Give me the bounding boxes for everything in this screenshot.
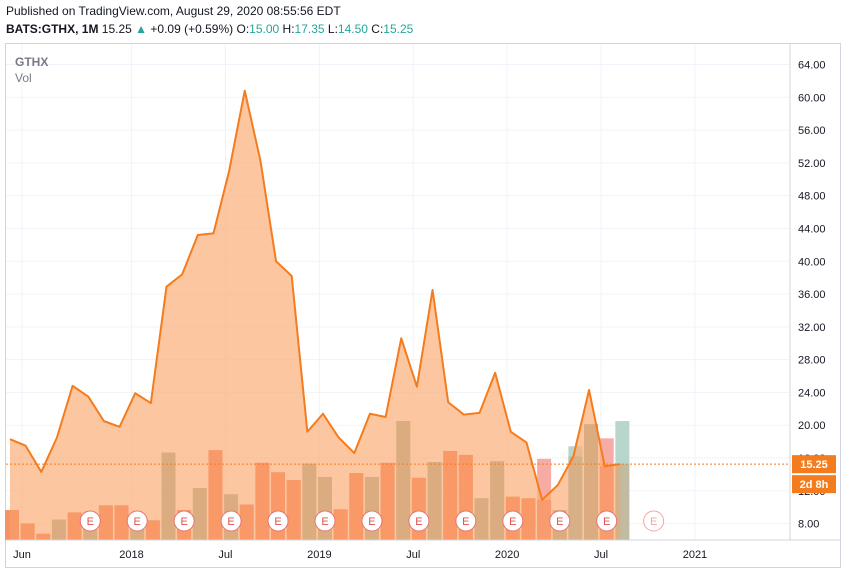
quote-line: BATS:GTHX, 1M 15.25 ▲ +0.09 (+0.59%) O:1… bbox=[6, 22, 413, 36]
earnings-icon bbox=[267, 510, 289, 532]
x-tick-label: Jul bbox=[218, 549, 232, 561]
volume-bar-overlay bbox=[239, 504, 254, 540]
earnings-label: E bbox=[368, 516, 375, 528]
y-tick-label: 48.00 bbox=[798, 191, 826, 203]
volume-bar-overlay bbox=[302, 463, 317, 540]
y-tick-label: 24.00 bbox=[798, 387, 826, 399]
legend-symbol: GTHX bbox=[15, 55, 49, 69]
x-tick-label: 2021 bbox=[683, 549, 707, 561]
earnings-icon bbox=[643, 510, 665, 532]
y-tick-label: 36.00 bbox=[798, 289, 826, 301]
high-label: H: bbox=[282, 22, 295, 36]
earnings-icon bbox=[361, 510, 383, 532]
legend-volume: Vol bbox=[15, 71, 32, 85]
earnings-icon bbox=[455, 510, 477, 532]
price-area bbox=[10, 90, 621, 540]
volume-bar-overlay bbox=[537, 499, 552, 540]
volume-bar-overlay bbox=[333, 509, 348, 540]
volume-bar-overlay bbox=[490, 461, 505, 540]
earnings-icon bbox=[596, 510, 618, 532]
earnings-label: E bbox=[134, 516, 141, 528]
x-tick-label: 2020 bbox=[495, 549, 519, 561]
up-arrow-icon: ▲ bbox=[135, 22, 148, 36]
volume-bar-overlay bbox=[443, 450, 458, 540]
volume-bar-overlay bbox=[161, 452, 176, 540]
earnings-label: E bbox=[321, 516, 328, 528]
volume-bar-overlay bbox=[584, 424, 599, 540]
x-tick-label: Jul bbox=[406, 549, 420, 561]
open-value: 15.00 bbox=[249, 22, 280, 36]
volume-bar-overlay bbox=[286, 480, 301, 540]
earnings-label: E bbox=[462, 516, 469, 528]
countdown-badge bbox=[792, 475, 836, 494]
volume-bar-overlay bbox=[474, 498, 489, 540]
high-value: 17.35 bbox=[294, 22, 325, 36]
change-value: +0.09 (+0.59%) bbox=[150, 22, 234, 36]
earnings-label: E bbox=[87, 516, 94, 528]
volume-bar-overlay bbox=[114, 505, 129, 540]
earnings-icon bbox=[79, 510, 101, 532]
close-label: C: bbox=[371, 22, 384, 36]
last-price: 15.25 bbox=[101, 22, 132, 36]
low-label: L: bbox=[327, 22, 338, 36]
y-tick-label: 20.00 bbox=[798, 420, 826, 432]
earnings-icon bbox=[173, 510, 195, 532]
low-value: 14.50 bbox=[337, 22, 368, 36]
volume-bar-overlay bbox=[67, 512, 82, 540]
earnings-label: E bbox=[180, 516, 187, 528]
y-tick-label: 28.00 bbox=[798, 355, 826, 367]
y-tick-label: 44.00 bbox=[798, 223, 826, 235]
price-badge bbox=[792, 455, 836, 474]
volume-bar-overlay bbox=[145, 520, 160, 540]
open-label: O: bbox=[236, 22, 250, 36]
x-tick-label: 2019 bbox=[307, 549, 331, 561]
price-line bbox=[9, 89, 621, 501]
y-tick-label: 32.00 bbox=[798, 322, 826, 334]
earnings-label: E bbox=[509, 516, 516, 528]
volume-bar-overlay bbox=[98, 505, 113, 540]
earnings-icon bbox=[408, 510, 430, 532]
chart-frame[interactable] bbox=[5, 43, 841, 568]
y-tick-label: 64.00 bbox=[798, 59, 826, 71]
x-tick-label: 2018 bbox=[119, 549, 143, 561]
volume-bar-overlay bbox=[20, 523, 35, 540]
volume-bar-overlay bbox=[5, 510, 19, 540]
x-tick-label: Jul bbox=[594, 549, 608, 561]
volume-bar-overlay bbox=[427, 462, 442, 540]
volume-bar-overlay bbox=[396, 421, 411, 540]
y-tick-label: 56.00 bbox=[798, 125, 826, 137]
y-tick-label: 60.00 bbox=[798, 92, 826, 104]
earnings-label: E bbox=[274, 516, 281, 528]
earnings-label: E bbox=[650, 516, 657, 528]
symbol-label[interactable]: BATS:GTHX, 1M bbox=[6, 22, 99, 36]
earnings-icon bbox=[502, 510, 524, 532]
earnings-icon bbox=[314, 510, 336, 532]
volume-bar-overlay bbox=[380, 462, 395, 540]
volume-bar-overlay bbox=[255, 462, 270, 540]
earnings-icon bbox=[126, 510, 148, 532]
volume-bar-overlay bbox=[521, 498, 536, 540]
volume-bar-overlay bbox=[36, 533, 51, 540]
earnings-label: E bbox=[603, 516, 610, 528]
earnings-label: E bbox=[415, 516, 422, 528]
volume-bar-overlay bbox=[192, 488, 207, 540]
y-tick-label: 40.00 bbox=[798, 256, 826, 268]
earnings-label: E bbox=[556, 516, 563, 528]
close-value: 15.25 bbox=[383, 22, 414, 36]
x-tick-label: Jun bbox=[13, 549, 31, 561]
price-badge-label: 15.25 bbox=[800, 459, 828, 471]
volume-bar-overlay bbox=[208, 450, 223, 540]
y-tick-label: 8.00 bbox=[798, 519, 819, 531]
countdown-label: 2d 8h bbox=[800, 479, 829, 491]
volume-bar-overlay bbox=[51, 519, 66, 540]
volume-bar-overlay bbox=[615, 464, 630, 540]
volume-bar-overlay bbox=[568, 456, 583, 540]
earnings-icon bbox=[549, 510, 571, 532]
earnings-icon bbox=[220, 510, 242, 532]
earnings-label: E bbox=[227, 516, 234, 528]
y-tick-label: 52.00 bbox=[798, 158, 826, 170]
volume-bar-overlay bbox=[349, 473, 364, 540]
published-text: Published on TradingView.com, August 29,… bbox=[6, 4, 341, 18]
